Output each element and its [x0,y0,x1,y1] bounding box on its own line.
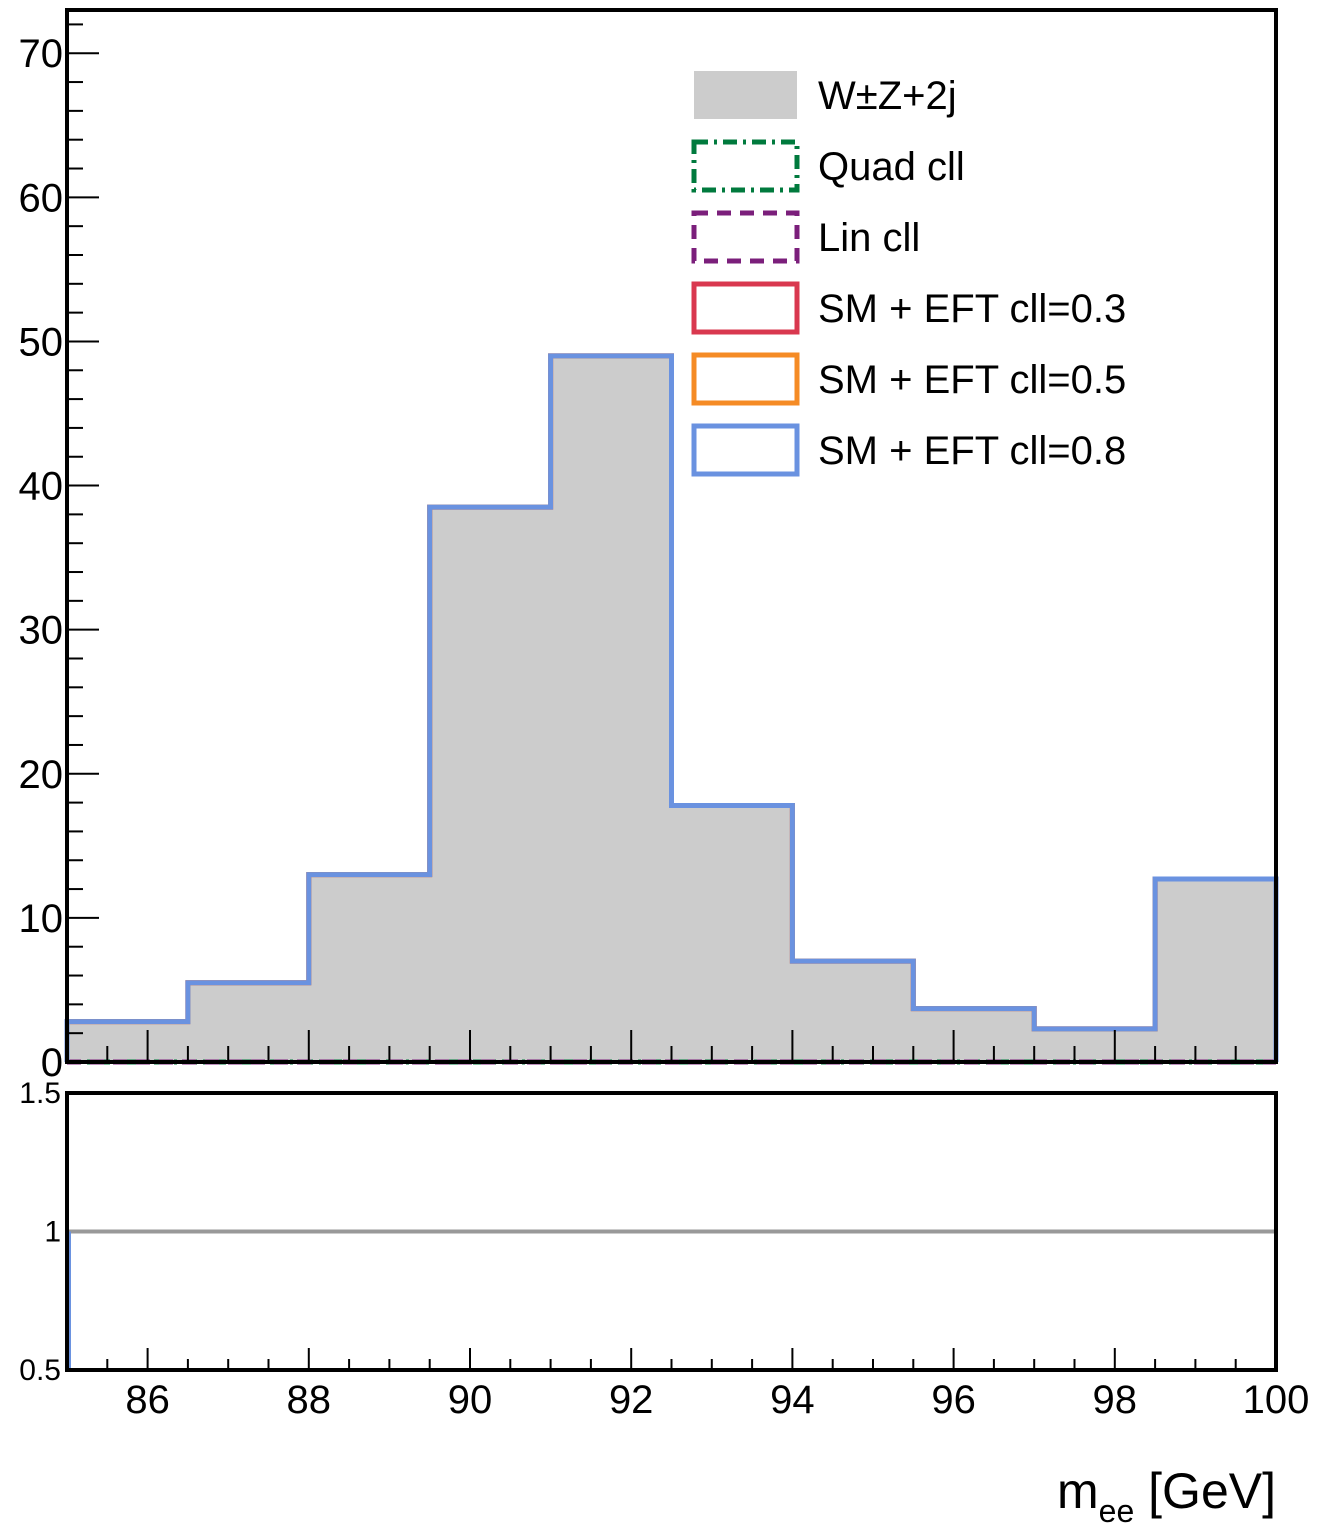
y-tick-label: 70 [19,32,64,76]
legend-label: Lin cll [818,216,920,260]
x-axis-label-main: m [1057,1463,1099,1519]
x-tick-label: 98 [1093,1378,1138,1422]
ratio-y-tick-label: 1.5 [19,1077,61,1110]
x-tick-label: 88 [287,1378,332,1422]
y-tick-label: 30 [19,609,64,653]
x-tick-label: 86 [125,1378,170,1422]
legend-entry: SM + EFT cll=0.8 [691,423,1126,477]
legend-label: Quad cll [818,145,965,189]
y-tick-label: 50 [19,320,64,364]
legend-label: SM + EFT cll=0.3 [818,287,1126,331]
x-tick-label: 94 [770,1378,815,1422]
legend-swatch [691,139,800,193]
legend-swatch [691,423,800,477]
x-tick-label: 96 [931,1378,976,1422]
legend-label: SM + EFT cll=0.5 [818,358,1126,402]
x-tick-label: 90 [448,1378,493,1422]
x-tick-label: 92 [609,1378,654,1422]
legend-label: SM + EFT cll=0.8 [818,429,1126,473]
x-axis-label: mee [GeV] [1057,1463,1276,1529]
legend-swatch [691,352,800,406]
legend-entry: W±Z+2j [694,71,957,119]
ratio-y-tick-label: 1 [44,1216,61,1249]
y-tick-label: 60 [19,176,64,220]
y-tick-label: 10 [19,897,64,941]
legend-label: W±Z+2j [818,74,957,118]
y-tick-label: 20 [19,753,64,797]
y-tick-label: 0 [41,1041,63,1085]
ratio-panel: 86 88 90 92 94 96 98 100 0.5 1 1.5 [19,1077,1309,1422]
x-axis-label-subscript: ee [1099,1493,1135,1529]
legend-entry: SM + EFT cll=0.5 [691,352,1126,406]
legend-entry: SM + EFT cll=0.3 [691,281,1126,335]
upper-panel: 0 10 20 30 40 50 60 70 [19,8,1279,1085]
legend-swatch [691,281,800,335]
legend: W±Z+2j Quad cll Lin cll SM + EFT cll=0.3 SM … [691,71,1126,477]
series-line-5 [64,353,1279,1062]
y-tick-label: 40 [19,465,64,509]
ratio-y-tick-label: 0.5 [19,1354,61,1387]
x-axis-label-unit: [GeV] [1134,1463,1276,1519]
legend-swatch [694,71,797,119]
legend-swatch [691,210,800,264]
legend-entry: Quad cll [691,139,965,193]
legend-entry: Lin cll [691,210,920,264]
x-tick-label: 100 [1243,1378,1310,1422]
